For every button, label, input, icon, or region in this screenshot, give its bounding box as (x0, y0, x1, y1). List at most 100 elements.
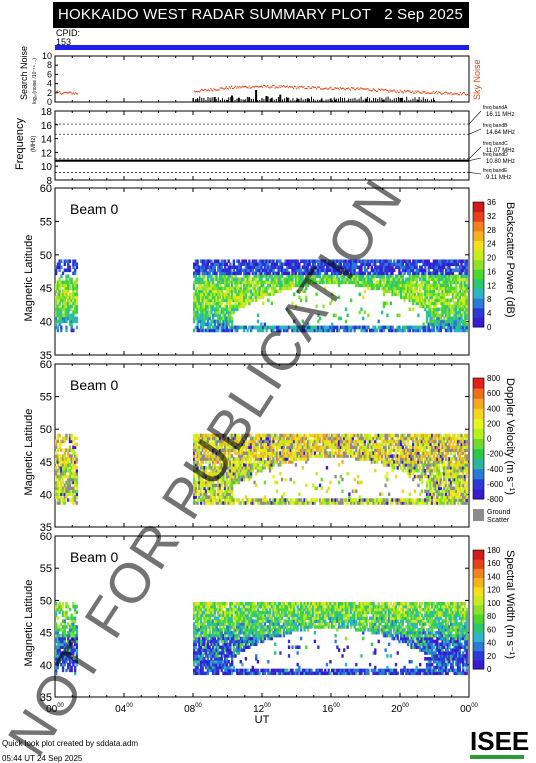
data-cell (387, 492, 391, 496)
data-cell (432, 283, 436, 288)
data-cell (339, 280, 342, 285)
data-cell (389, 301, 392, 306)
data-cell (67, 265, 70, 270)
data-cell (65, 433, 68, 438)
data-cell (220, 468, 223, 473)
data-cell (379, 325, 382, 330)
sky-noise-point (352, 87, 354, 89)
data-cell (318, 271, 322, 276)
data-cell (243, 280, 246, 285)
data-cell (332, 268, 336, 273)
sky-noise-point (67, 92, 69, 94)
data-cell (220, 259, 223, 264)
sky-noise-point (70, 92, 72, 94)
data-cell (443, 319, 446, 324)
data-cell (270, 286, 273, 291)
data-cell (215, 283, 218, 288)
data-cell (456, 325, 460, 330)
sky-noise-point (463, 92, 466, 94)
data-cell (68, 268, 72, 273)
data-cell (425, 313, 429, 318)
sky-noise-point (440, 92, 442, 94)
data-cell (444, 322, 448, 327)
data-cell (455, 295, 458, 300)
data-cell (210, 448, 213, 452)
data-cell (306, 262, 310, 267)
data-cell (243, 445, 246, 450)
frequency-ylabel: Frequency (14, 118, 26, 170)
data-cell (446, 268, 449, 273)
sky-noise-point (240, 87, 242, 89)
data-cell (332, 262, 336, 267)
data-cell (72, 262, 75, 267)
data-cell (451, 316, 455, 321)
data-cell (456, 304, 460, 309)
power-colorbar-segment (473, 259, 484, 270)
data-cell (425, 262, 429, 267)
data-cell (208, 454, 211, 458)
data-cell (256, 286, 260, 291)
data-cell (201, 466, 204, 470)
data-cell (258, 295, 261, 300)
data-cell (225, 445, 229, 450)
frequency-tick-label: 10 (41, 162, 53, 173)
data-cell (199, 313, 203, 318)
data-cell (249, 280, 253, 285)
data-cell (56, 304, 60, 309)
data-cell (201, 286, 204, 291)
data-cell (418, 289, 422, 294)
search-noise-bar (358, 98, 360, 102)
data-cell (218, 448, 222, 452)
data-cell (349, 298, 353, 303)
data-cell (227, 474, 230, 479)
data-cell (213, 442, 217, 447)
data-cell (348, 274, 351, 279)
data-cell (260, 322, 263, 327)
data-cell (275, 489, 279, 494)
data-cell (227, 466, 230, 470)
data-cell (405, 277, 408, 282)
data-cell (384, 280, 387, 285)
data-cell (217, 304, 220, 309)
power-colorbar-segment (473, 307, 484, 318)
search-noise-bar (335, 98, 337, 102)
data-cell (298, 277, 301, 282)
data-cell (220, 310, 223, 315)
data-cell (362, 325, 365, 330)
sky-noise-point (196, 91, 198, 93)
data-cell (208, 295, 211, 300)
data-cell (344, 268, 348, 273)
data-cell (337, 295, 341, 300)
data-cell (220, 301, 223, 306)
data-cell (434, 277, 437, 282)
data-cell (462, 307, 465, 312)
data-cell (374, 259, 377, 264)
data-cell (367, 325, 370, 330)
velocity-tick-label: 60 (40, 359, 52, 371)
sky-noise-point (430, 92, 432, 95)
data-cell (356, 283, 360, 288)
data-cell (234, 436, 237, 441)
data-cell (63, 501, 66, 505)
data-cell (455, 310, 458, 315)
search-noise-bar (282, 99, 284, 102)
data-cell (408, 259, 411, 264)
data-cell (234, 471, 237, 476)
data-cell (389, 268, 392, 273)
data-cell (401, 262, 405, 267)
data-cell (444, 292, 448, 297)
data-cell (218, 495, 222, 499)
data-cell (305, 286, 308, 291)
data-cell (277, 268, 280, 273)
data-cell (331, 259, 334, 264)
sky-noise-point (208, 89, 210, 91)
data-cell (308, 271, 311, 276)
data-cell (227, 471, 230, 476)
data-cell (275, 280, 279, 285)
data-cell (208, 271, 211, 276)
data-cell (258, 277, 261, 282)
data-cell (441, 310, 444, 315)
data-cell (275, 265, 279, 270)
search-noise-bar (308, 98, 310, 102)
data-cell (365, 283, 368, 288)
